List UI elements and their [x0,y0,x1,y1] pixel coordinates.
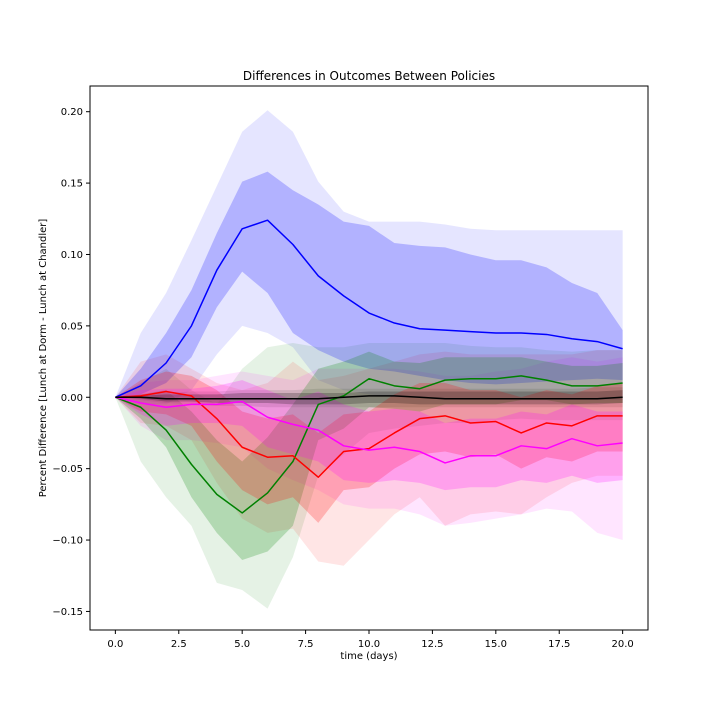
chart-title: Differences in Outcomes Between Policies [243,69,495,83]
x-tick-label: 7.5 [298,639,314,650]
band-inner-2 [115,371,623,523]
confidence-bands [115,110,623,609]
band-outer-1 [115,343,623,609]
series-line-0 [115,219,623,398]
y-tick-label: 0.05 [61,321,83,332]
series-line-3 [115,396,623,464]
series-line-4 [115,395,623,400]
x-tick-label: 20.0 [612,639,634,650]
x-tick-label: 12.5 [421,639,443,650]
band-outer-2 [115,350,623,566]
y-tick-label: −0.15 [52,607,83,618]
y-tick-label: 0.20 [61,107,83,118]
y-tick-label: −0.05 [52,464,83,475]
axes: 0.0 2.5 5.0 7.5 10.0 12.5 15.0 17.5 20.0 −0.15 −0.… [52,85,649,650]
band-outer-0 [115,110,623,405]
y-tick-label: −0.10 [52,536,83,547]
x-tick-label: 15.0 [485,639,507,650]
y-tick-label: 0.00 [61,393,83,404]
x-tick-label: 0.0 [107,639,123,650]
series-line-1 [115,375,623,514]
x-tick-label: 17.5 [548,639,570,650]
band-inner-3 [115,380,623,491]
series-lines [115,219,623,514]
y-tick-label: 0.15 [61,179,83,190]
y-tick-label: 0.10 [61,250,83,261]
x-axis-label: time (days) [340,651,397,662]
x-tick-label: 10.0 [358,639,380,650]
band-inner-1 [115,351,623,561]
x-tick-label: 2.5 [171,639,187,650]
y-axis-label: Percent Difference [Lunch at Dorm - Lunc… [38,219,49,498]
x-tick-label: 5.0 [234,639,250,650]
series-line-2 [115,390,623,478]
